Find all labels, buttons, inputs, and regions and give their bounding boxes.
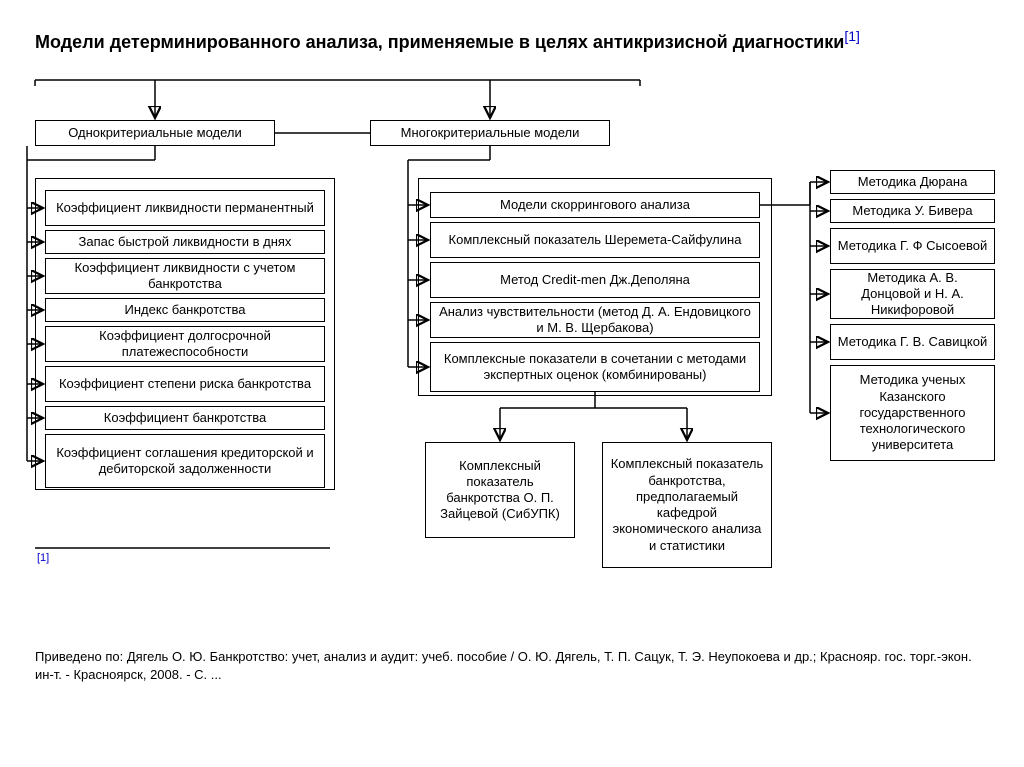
center-bottom-0: Комплексный показатель банкротства О. П.… xyxy=(425,442,575,538)
left-item-5: Коэффициент степени риска банкротства xyxy=(45,366,325,402)
right-item-4: Методика Г. В. Савицкой xyxy=(830,324,995,360)
right-item-0: Методика Дюрана xyxy=(830,170,995,194)
citation-text: Приведено по: Дягель О. Ю. Банкротство: … xyxy=(35,648,985,683)
left-item-1: Запас быстрой ликвидности в днях xyxy=(45,230,325,254)
left-item-6: Коэффициент банкротства xyxy=(45,406,325,430)
center-item-2: Метод Credit-men Дж.Деполяна xyxy=(430,262,760,298)
left-item-0: Коэффициент ликвидности перманентный xyxy=(45,190,325,226)
category-single-criteria: Однокритериальные модели xyxy=(35,120,275,146)
right-item-2: Методика Г. Ф Сысоевой xyxy=(830,228,995,264)
right-item-5: Методика ученых Казанского государственн… xyxy=(830,365,995,461)
center-item-0: Модели скоррингового анализа xyxy=(430,192,760,218)
center-item-4: Комплексные показатели в сочетании с мет… xyxy=(430,342,760,392)
footnote-ref[interactable]: [1] xyxy=(37,552,49,564)
right-item-1: Методика У. Бивера xyxy=(830,199,995,223)
center-item-3: Анализ чувствительности (метод Д. А. Енд… xyxy=(430,302,760,338)
left-item-4: Коэффициент долгосрочной платежеспособно… xyxy=(45,326,325,362)
left-item-3: Индекс банкротства xyxy=(45,298,325,322)
center-bottom-1: Комплексный показатель банкротства, пред… xyxy=(602,442,772,568)
center-item-1: Комплексный показатель Шеремета-Сайфулин… xyxy=(430,222,760,258)
left-item-2: Коэффициент ликвидности с учетом банкрот… xyxy=(45,258,325,294)
category-multi-criteria: Многокритериальные модели xyxy=(370,120,610,146)
left-item-7: Коэффициент соглашения кредиторской и де… xyxy=(45,434,325,488)
right-item-3: Методика А. В. Донцовой и Н. А. Никифоро… xyxy=(830,269,995,319)
